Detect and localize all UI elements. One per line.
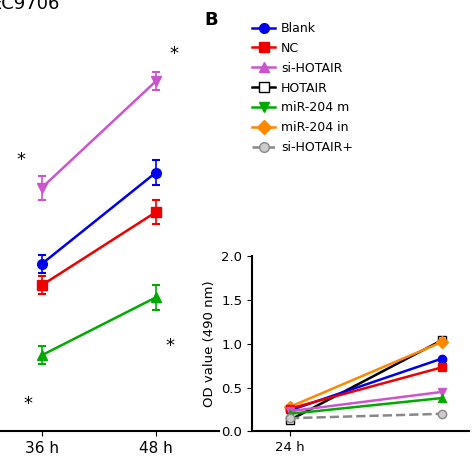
miR-204 m bbox=[287, 411, 293, 417]
NC bbox=[439, 365, 445, 370]
Line: si-HOTAIR: si-HOTAIR bbox=[286, 388, 446, 415]
Text: *: * bbox=[17, 152, 26, 170]
si-HOTAIR bbox=[439, 389, 445, 395]
Text: B: B bbox=[204, 11, 218, 29]
Text: *: * bbox=[24, 395, 33, 413]
Line: NC: NC bbox=[286, 363, 446, 413]
si-HOTAIR+ bbox=[439, 411, 445, 417]
Text: *: * bbox=[170, 45, 179, 63]
Blank bbox=[439, 356, 445, 362]
Blank bbox=[287, 408, 293, 413]
Line: miR-204 m: miR-204 m bbox=[286, 394, 446, 418]
Text: *: * bbox=[165, 337, 174, 355]
Line: si-HOTAIR+: si-HOTAIR+ bbox=[286, 410, 446, 422]
Y-axis label: OD value (490 nm): OD value (490 nm) bbox=[202, 281, 216, 407]
NC bbox=[287, 406, 293, 411]
Legend: Blank, NC, si-HOTAIR, HOTAIR, miR-204 m, miR-204 in, si-HOTAIR+: Blank, NC, si-HOTAIR, HOTAIR, miR-204 m,… bbox=[247, 17, 358, 159]
HOTAIR bbox=[287, 417, 293, 423]
miR-204 in bbox=[287, 404, 293, 410]
miR-204 m bbox=[439, 395, 445, 401]
Line: HOTAIR: HOTAIR bbox=[286, 336, 446, 424]
miR-204 in bbox=[439, 339, 445, 345]
Line: Blank: Blank bbox=[286, 355, 446, 414]
HOTAIR bbox=[439, 337, 445, 343]
si-HOTAIR bbox=[287, 408, 293, 414]
Line: miR-204 in: miR-204 in bbox=[286, 338, 446, 411]
si-HOTAIR+ bbox=[287, 415, 293, 421]
Text: EC9706: EC9706 bbox=[0, 0, 60, 13]
